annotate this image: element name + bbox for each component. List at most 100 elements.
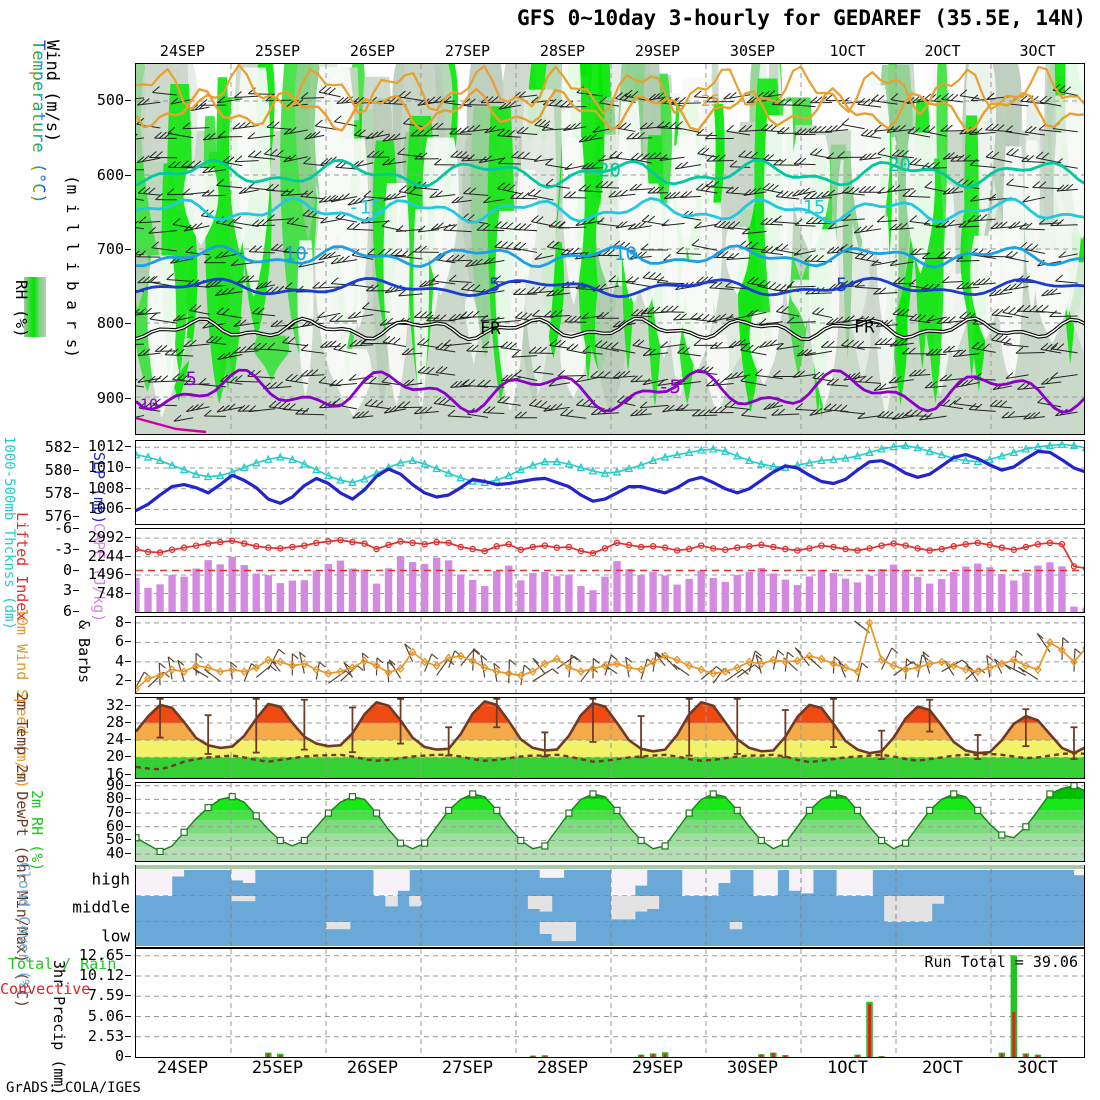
- panel-upper-air[interactable]: 10 -5 -5 FR FR 5 5 10 10 -15 -15 20 20 25: [135, 63, 1085, 435]
- date-tick-24sep: 24SEP: [156, 1058, 209, 1078]
- cape-bar: [156, 584, 164, 612]
- axis-tick-label: 6: [115, 632, 132, 650]
- cape-bar: [601, 576, 609, 612]
- axis-tick-label: 1010: [88, 458, 132, 476]
- panel-slp-thickness[interactable]: [135, 440, 1085, 525]
- cloud-cell: [753, 870, 766, 896]
- date-tick-27sep: 27SEP: [441, 1058, 494, 1078]
- precip-plot: [136, 949, 1084, 1057]
- cape-bar: [685, 578, 693, 612]
- cloud-cell: [171, 870, 185, 877]
- cloud-cell: [634, 870, 648, 886]
- credit-text: GrADS: COLA/IGES: [6, 1080, 141, 1096]
- date-tick-25sep: 25SEP: [254, 42, 301, 60]
- cape-bar: [865, 575, 874, 612]
- precip-conv-bar: [1036, 1055, 1040, 1057]
- date-tick-30sep: 30SEP: [729, 42, 776, 60]
- cape-bar: [505, 565, 513, 612]
- cape-bar: [541, 571, 549, 612]
- cloud-cell: [1074, 870, 1084, 876]
- axis-tick-label: 900: [97, 389, 132, 407]
- precip-conv-bar: [278, 1055, 282, 1057]
- axis-tick-label: 748: [97, 584, 132, 602]
- precip-conv-bar: [639, 1055, 643, 1057]
- axis-tick-label: 2244: [88, 547, 132, 565]
- cape-bar: [649, 571, 657, 612]
- cloud-cell: [147, 870, 161, 896]
- axis-tick-label: 0: [115, 1047, 132, 1065]
- cloud-cell: [789, 870, 802, 891]
- date-tick-29sep: 29SEP: [631, 1058, 684, 1078]
- cape-bar: [925, 583, 934, 612]
- cape-bar: [300, 580, 309, 612]
- axis-tick-label: 10.12: [79, 966, 132, 984]
- precip-conv-bar: [543, 1055, 547, 1057]
- panel-lifted-index-cape[interactable]: [135, 528, 1085, 613]
- cape-bar: [913, 576, 922, 612]
- cloud-cell: [694, 870, 707, 896]
- cape-bar: [517, 580, 525, 612]
- cape-bar: [793, 585, 802, 612]
- contour-label: 10: [614, 243, 637, 265]
- contour-label: FR: [854, 317, 875, 337]
- date-tick-26sep: 26SEP: [349, 42, 396, 60]
- cloud-cell: [397, 870, 410, 891]
- cape-bar: [613, 561, 621, 612]
- cape-bar: [432, 557, 441, 612]
- cape-bar: [136, 577, 140, 612]
- cape-bar: [853, 582, 862, 612]
- cape-bar: [733, 574, 741, 612]
- cape-bar: [673, 584, 681, 612]
- cape-bar: [950, 571, 958, 612]
- wind-plot: [136, 617, 1084, 693]
- axis-tick-label: 4: [115, 652, 132, 670]
- cloud-cell: [337, 922, 351, 930]
- cape-bar: [348, 568, 357, 612]
- cape-bar: [1022, 572, 1030, 612]
- axis-tick-label: 578: [45, 484, 80, 502]
- axis-tick-label: 5.06: [88, 1007, 132, 1025]
- cape-bar: [974, 563, 982, 612]
- cape-bar: [408, 562, 417, 612]
- cloud-cell: [729, 922, 743, 930]
- date-tick-3oct: 3OCT: [1019, 42, 1056, 60]
- precip-conv-bar: [266, 1053, 270, 1057]
- panel-3hr-precip[interactable]: Run Total = 39.06: [135, 948, 1085, 1058]
- cape-bar: [589, 590, 597, 612]
- cloud-cell: [706, 870, 719, 896]
- axis-tick-label: 50: [106, 830, 132, 848]
- cape-bar: [901, 570, 910, 612]
- axis-tick-label: 500: [97, 91, 132, 109]
- cape-bar: [817, 570, 826, 612]
- axis-tick-label: 7.59: [88, 986, 132, 1004]
- date-tick-26sep: 26SEP: [346, 1058, 399, 1078]
- cloud-cell: [717, 870, 731, 883]
- slp-axis: 1012 1010 1008 1006: [0, 437, 132, 525]
- cape-bar: [625, 569, 633, 612]
- date-tick-25sep: 25SEP: [251, 1058, 304, 1078]
- contour-label: 20: [598, 159, 621, 181]
- contour-label: FR: [480, 319, 501, 339]
- panel-2m-temp[interactable]: [135, 697, 1085, 779]
- panel-2m-rh[interactable]: [135, 782, 1085, 862]
- cloud-cell: [242, 896, 256, 902]
- cape-bar: [1046, 562, 1054, 612]
- contour-label: 20: [888, 154, 911, 176]
- precip-conv-bar: [1024, 1054, 1028, 1057]
- panel-cloud-cover[interactable]: [135, 865, 1085, 948]
- axis-tick-label: 2992: [88, 528, 132, 546]
- precip-conv-bar: [771, 1053, 775, 1057]
- panel-10m-wind[interactable]: [135, 616, 1085, 694]
- rh-plot: [136, 783, 1084, 861]
- precip-conv-bar: [663, 1053, 667, 1057]
- axis-tick-label: -6: [54, 519, 80, 537]
- cloud-cell: [919, 896, 933, 922]
- contour-label: -5: [174, 368, 197, 390]
- cape-bar: [168, 574, 176, 612]
- date-tick-27sep: 27SEP: [444, 42, 491, 60]
- date-tick-30sep: 30SEP: [726, 1058, 779, 1078]
- cape-bar: [697, 570, 705, 612]
- cape-bar: [986, 567, 994, 612]
- cape-bar: [288, 580, 297, 612]
- precip-axis: 12.65 10.12 7.59 5.06 2.53 0: [0, 946, 132, 1065]
